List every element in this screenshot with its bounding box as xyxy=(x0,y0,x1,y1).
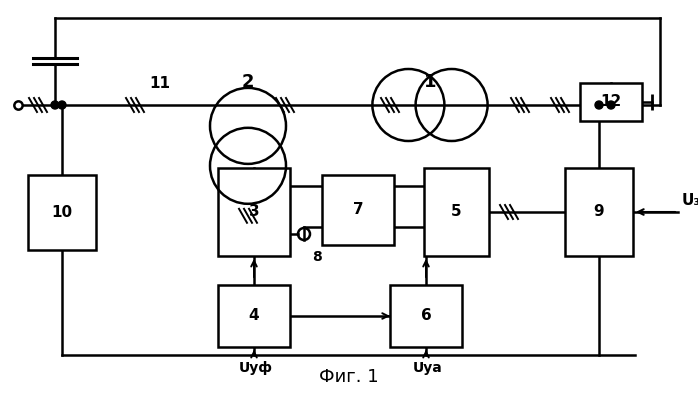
Text: U₃: U₃ xyxy=(682,193,698,208)
Circle shape xyxy=(51,101,59,109)
Bar xyxy=(218,168,290,256)
Text: 4: 4 xyxy=(248,308,260,324)
Bar xyxy=(218,285,290,347)
Circle shape xyxy=(58,101,66,109)
Text: 1: 1 xyxy=(424,73,436,91)
Bar xyxy=(424,168,489,256)
Text: 8: 8 xyxy=(312,250,322,264)
Circle shape xyxy=(595,101,603,109)
Text: 3: 3 xyxy=(248,204,260,219)
Text: 7: 7 xyxy=(352,202,364,217)
Text: Uyф: Uyф xyxy=(239,361,273,375)
Text: 6: 6 xyxy=(421,308,431,324)
Text: Фиг. 1: Фиг. 1 xyxy=(319,368,379,386)
Bar xyxy=(322,175,394,245)
Bar xyxy=(390,285,462,347)
Text: 9: 9 xyxy=(594,204,604,219)
Bar xyxy=(28,175,96,250)
Text: 12: 12 xyxy=(600,95,622,110)
Circle shape xyxy=(607,101,615,109)
Bar xyxy=(565,168,633,256)
Text: 10: 10 xyxy=(52,205,73,220)
Text: Uya: Uya xyxy=(413,361,443,375)
Text: 2: 2 xyxy=(242,73,254,91)
Text: 11: 11 xyxy=(149,76,170,91)
Bar xyxy=(580,83,642,121)
Text: 5: 5 xyxy=(451,204,462,219)
